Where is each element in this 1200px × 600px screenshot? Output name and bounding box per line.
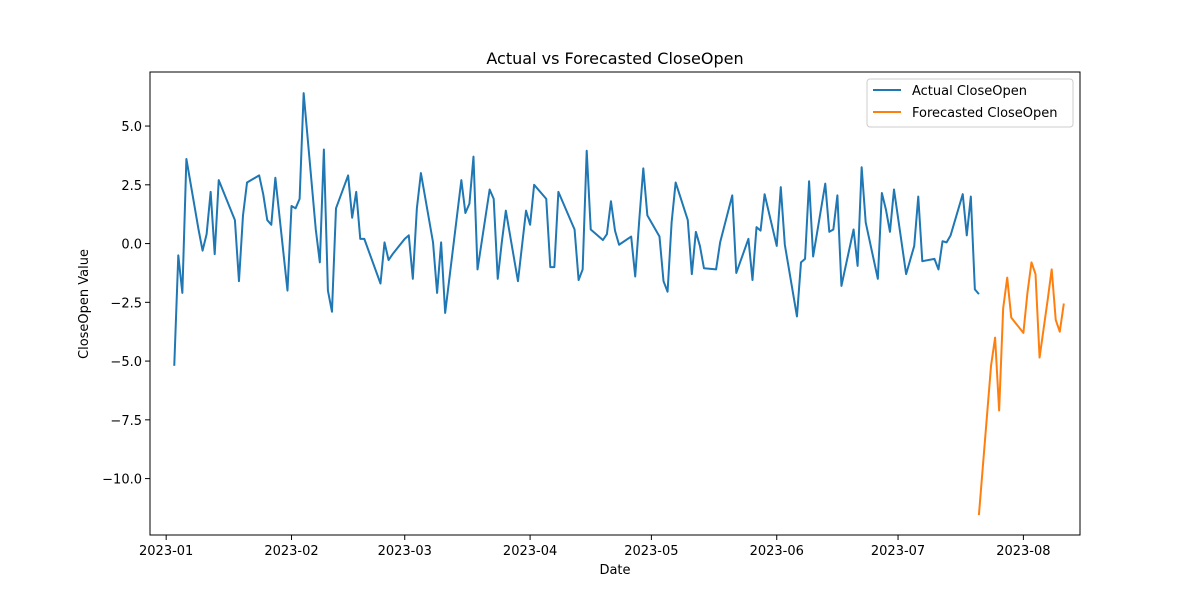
y-tick-label: −2.5	[110, 296, 142, 311]
series-line-forecast	[977, 261, 1065, 516]
y-tick-label: 0.0	[121, 238, 142, 253]
y-tick-label: 5.0	[121, 120, 142, 135]
x-tick-label: 2023-01	[139, 544, 193, 559]
axes-background	[150, 72, 1080, 535]
legend-box	[866, 78, 1074, 128]
legend: Actual CloseOpen Forecasted CloseOpen	[866, 78, 1074, 128]
x-tick-label: 2023-02	[264, 544, 318, 559]
y-tick-label: −10.0	[102, 473, 142, 488]
series-layer	[173, 92, 1065, 516]
x-tick-label: 2023-05	[624, 544, 678, 559]
x-axis-ticks: 2023-01 2023-02 2023-03 2023-04 2023-05 2023-…	[139, 535, 1051, 559]
chart-title: Actual vs Forecasted CloseOpen	[486, 49, 743, 68]
x-tick-label: 2023-08	[996, 544, 1050, 559]
y-axis-label: CloseOpen Value	[77, 249, 92, 359]
y-tick-label: −7.5	[110, 414, 142, 429]
legend-label-forecast: Forecasted CloseOpen	[912, 106, 1058, 121]
legend-label-actual: Actual CloseOpen	[912, 84, 1027, 99]
y-tick-label: 2.5	[121, 179, 142, 194]
axes-frame	[149, 71, 1081, 536]
y-tick-label: −5.0	[110, 355, 142, 370]
x-tick-label: 2023-04	[503, 544, 557, 559]
x-tick-label: 2023-06	[750, 544, 804, 559]
x-axis-label: Date	[599, 563, 630, 578]
plot-area	[150, 72, 1080, 535]
series-line-actual	[173, 92, 980, 366]
x-tick-label: 2023-03	[378, 544, 432, 559]
y-axis-ticks: 5.0 2.5 0.0 −2.5 −5.0 −7.5 −10.0	[102, 120, 150, 488]
x-tick-label: 2023-07	[871, 544, 925, 559]
